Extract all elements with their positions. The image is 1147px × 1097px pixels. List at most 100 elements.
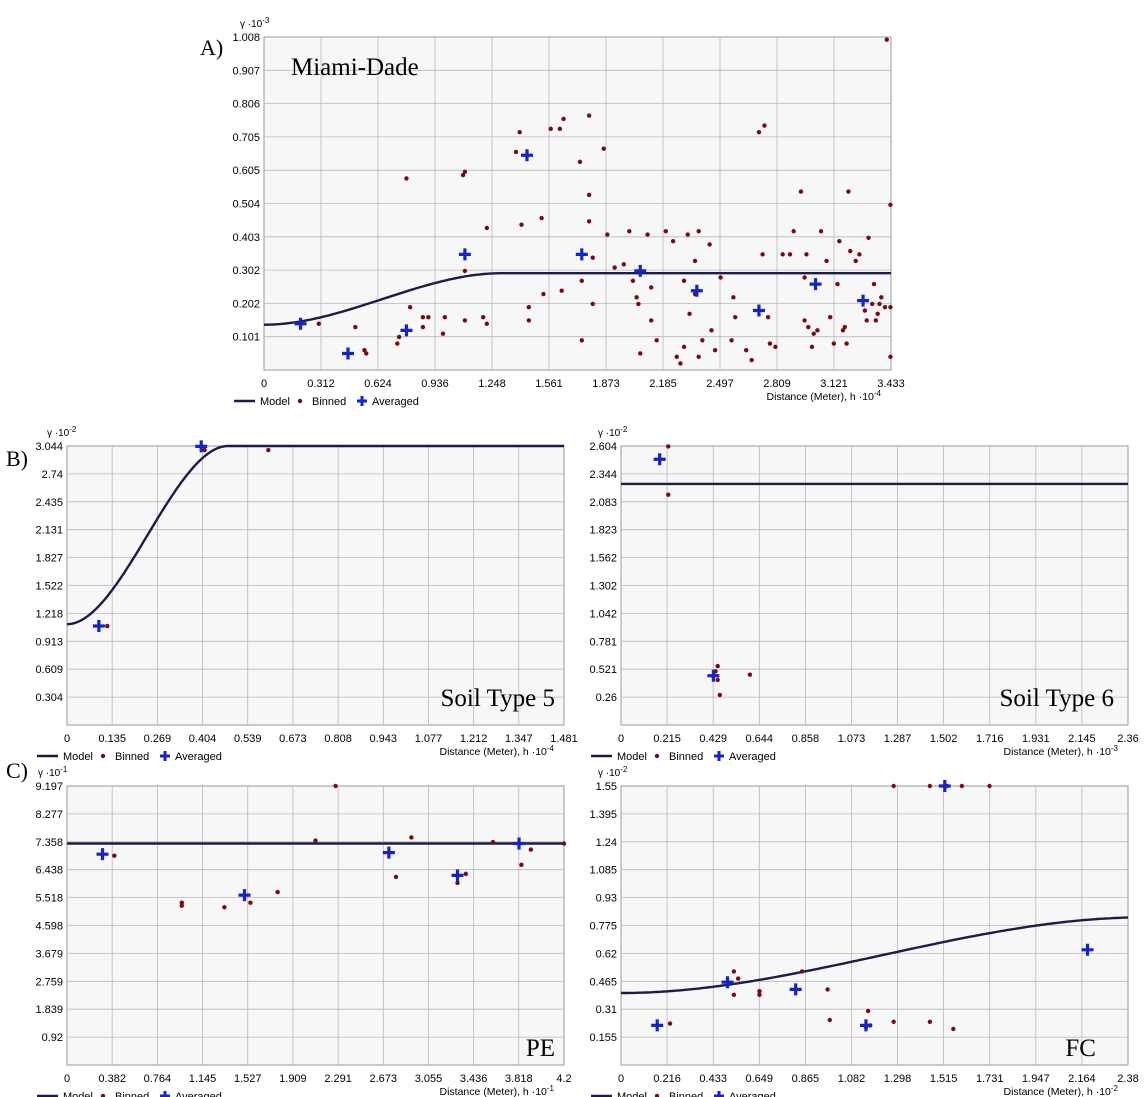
binned-point: [696, 229, 701, 234]
binned-point: [959, 783, 965, 789]
binned-point: [519, 222, 524, 227]
chart-panel-a: 0 0.312 0.624 0.936 1.248 1.561 1.873 2.185 2.49…: [232, 16, 904, 408]
x-tick-label: 0: [261, 378, 267, 390]
averaged-point: [92, 620, 105, 633]
binned-point: [681, 344, 687, 350]
panel-label-b: B): [6, 446, 28, 471]
binned-point: [333, 783, 338, 789]
binned-point: [857, 252, 862, 257]
binned-point: [462, 169, 468, 174]
averaged-point: [1081, 943, 1094, 956]
x-tick-label: 1.073: [838, 733, 866, 745]
legend: Model Binned Averaged: [591, 1091, 776, 1097]
x-tick-label: 2.185: [649, 378, 677, 390]
binned-point: [846, 189, 851, 194]
binned-point: [420, 314, 426, 320]
binned-point: [645, 232, 650, 237]
averaged-point: [690, 284, 703, 297]
binned-point: [404, 176, 409, 181]
binned-point: [409, 835, 414, 840]
y-tick-label: 1.042: [589, 608, 617, 620]
averaged-point: [651, 1019, 664, 1032]
binned-point: [440, 331, 446, 336]
binned-point: [729, 338, 734, 343]
legend-model-label: Model: [260, 396, 290, 408]
binned-point: [579, 338, 584, 343]
binned-point: [791, 229, 796, 234]
y-tick-label: 1.55: [596, 781, 617, 793]
averaged-point: [195, 440, 208, 453]
legend-averaged-swatch: [160, 1091, 170, 1097]
legend-binned-label: Binned: [115, 1091, 149, 1097]
binned-point: [353, 324, 358, 330]
binned-point: [799, 969, 805, 974]
averaged-point: [575, 248, 588, 261]
binned-point: [749, 357, 754, 363]
chart-panel-c2: 0 0.216 0.433 0.649 0.865 1.082 1.298 1.515 1.73…: [589, 765, 1139, 1097]
binned-point: [731, 295, 736, 300]
x-tick-label: 1.145: [189, 1073, 217, 1085]
binned-point: [638, 351, 643, 356]
x-tick-label: 1.077: [415, 733, 443, 745]
binned-point: [809, 344, 815, 350]
y-tick-label: 0.403: [232, 232, 260, 244]
y-tick-label: 0.781: [589, 636, 617, 648]
binned-point: [709, 328, 714, 333]
binned-point: [462, 268, 468, 274]
binned-point: [825, 987, 830, 992]
binned-point: [442, 314, 448, 320]
y-tick-label: 1.839: [35, 1004, 63, 1016]
binned-point: [864, 318, 869, 323]
x-axis-exponent: -4: [874, 389, 882, 398]
y-tick-label: 0.302: [232, 265, 260, 277]
chart-panel-c: 0 0.382 0.764 1.145 1.527 1.909 2.291 2.673 3.05…: [35, 765, 572, 1097]
x-tick-label: 2.164: [1068, 1073, 1096, 1085]
binned-point: [612, 265, 617, 270]
x-tick-label: 2.497: [706, 378, 734, 390]
binned-point: [463, 871, 468, 877]
binned-point: [987, 783, 992, 789]
binned-point: [630, 278, 636, 284]
y-tick-label: 1.24: [596, 837, 617, 849]
binned-point: [605, 232, 610, 237]
x-tick-label: 2.809: [763, 378, 791, 390]
x-tick-label: 0.865: [792, 1073, 820, 1085]
binned-point: [362, 347, 367, 353]
binned-point: [559, 288, 564, 293]
x-tick-label: 0: [618, 1073, 624, 1085]
binned-point: [484, 225, 490, 231]
x-tick-label: 1.947: [1022, 1073, 1050, 1085]
binned-point: [696, 354, 701, 359]
x-tick-label: 1.527: [234, 1073, 262, 1085]
x-tick-label: 0.936: [421, 378, 449, 390]
averaged-point: [342, 347, 355, 360]
binned-point: [871, 281, 877, 287]
x-axis-label: Distance (Meter), h ·10-4: [440, 744, 555, 758]
x-axis-exponent: -3: [1111, 744, 1119, 753]
averaged-point: [521, 149, 533, 162]
binned-point: [700, 338, 705, 343]
binned-point: [827, 1017, 832, 1023]
binned-point: [762, 123, 767, 128]
binned-point: [862, 308, 868, 313]
binned-point: [561, 116, 566, 122]
averaged-point: [400, 324, 413, 337]
y-tick-label: 3.044: [35, 441, 63, 453]
y-tick-label: 0.93: [596, 893, 617, 905]
panel-title: Miami-Dade: [291, 54, 419, 81]
legend-binned-label: Binned: [312, 396, 346, 408]
binned-point: [951, 1026, 956, 1032]
y-tick-label: 0.92: [42, 1032, 63, 1044]
x-axis-exponent: -1: [547, 1084, 555, 1093]
binned-point: [811, 331, 816, 336]
binned-point: [586, 113, 592, 118]
chart-panel-b2: 0 0.215 0.429 0.644 0.858 1.073 1.287 1.502 1.71…: [589, 425, 1138, 763]
legend-averaged-label: Averaged: [729, 751, 776, 763]
y-tick-label: 0.705: [232, 132, 260, 144]
panel-title: Soil Type 6: [1000, 685, 1114, 712]
binned-point: [601, 146, 606, 151]
binned-point: [844, 341, 849, 346]
binned-point: [837, 238, 842, 244]
y-tick-label: 2.74: [42, 469, 63, 481]
